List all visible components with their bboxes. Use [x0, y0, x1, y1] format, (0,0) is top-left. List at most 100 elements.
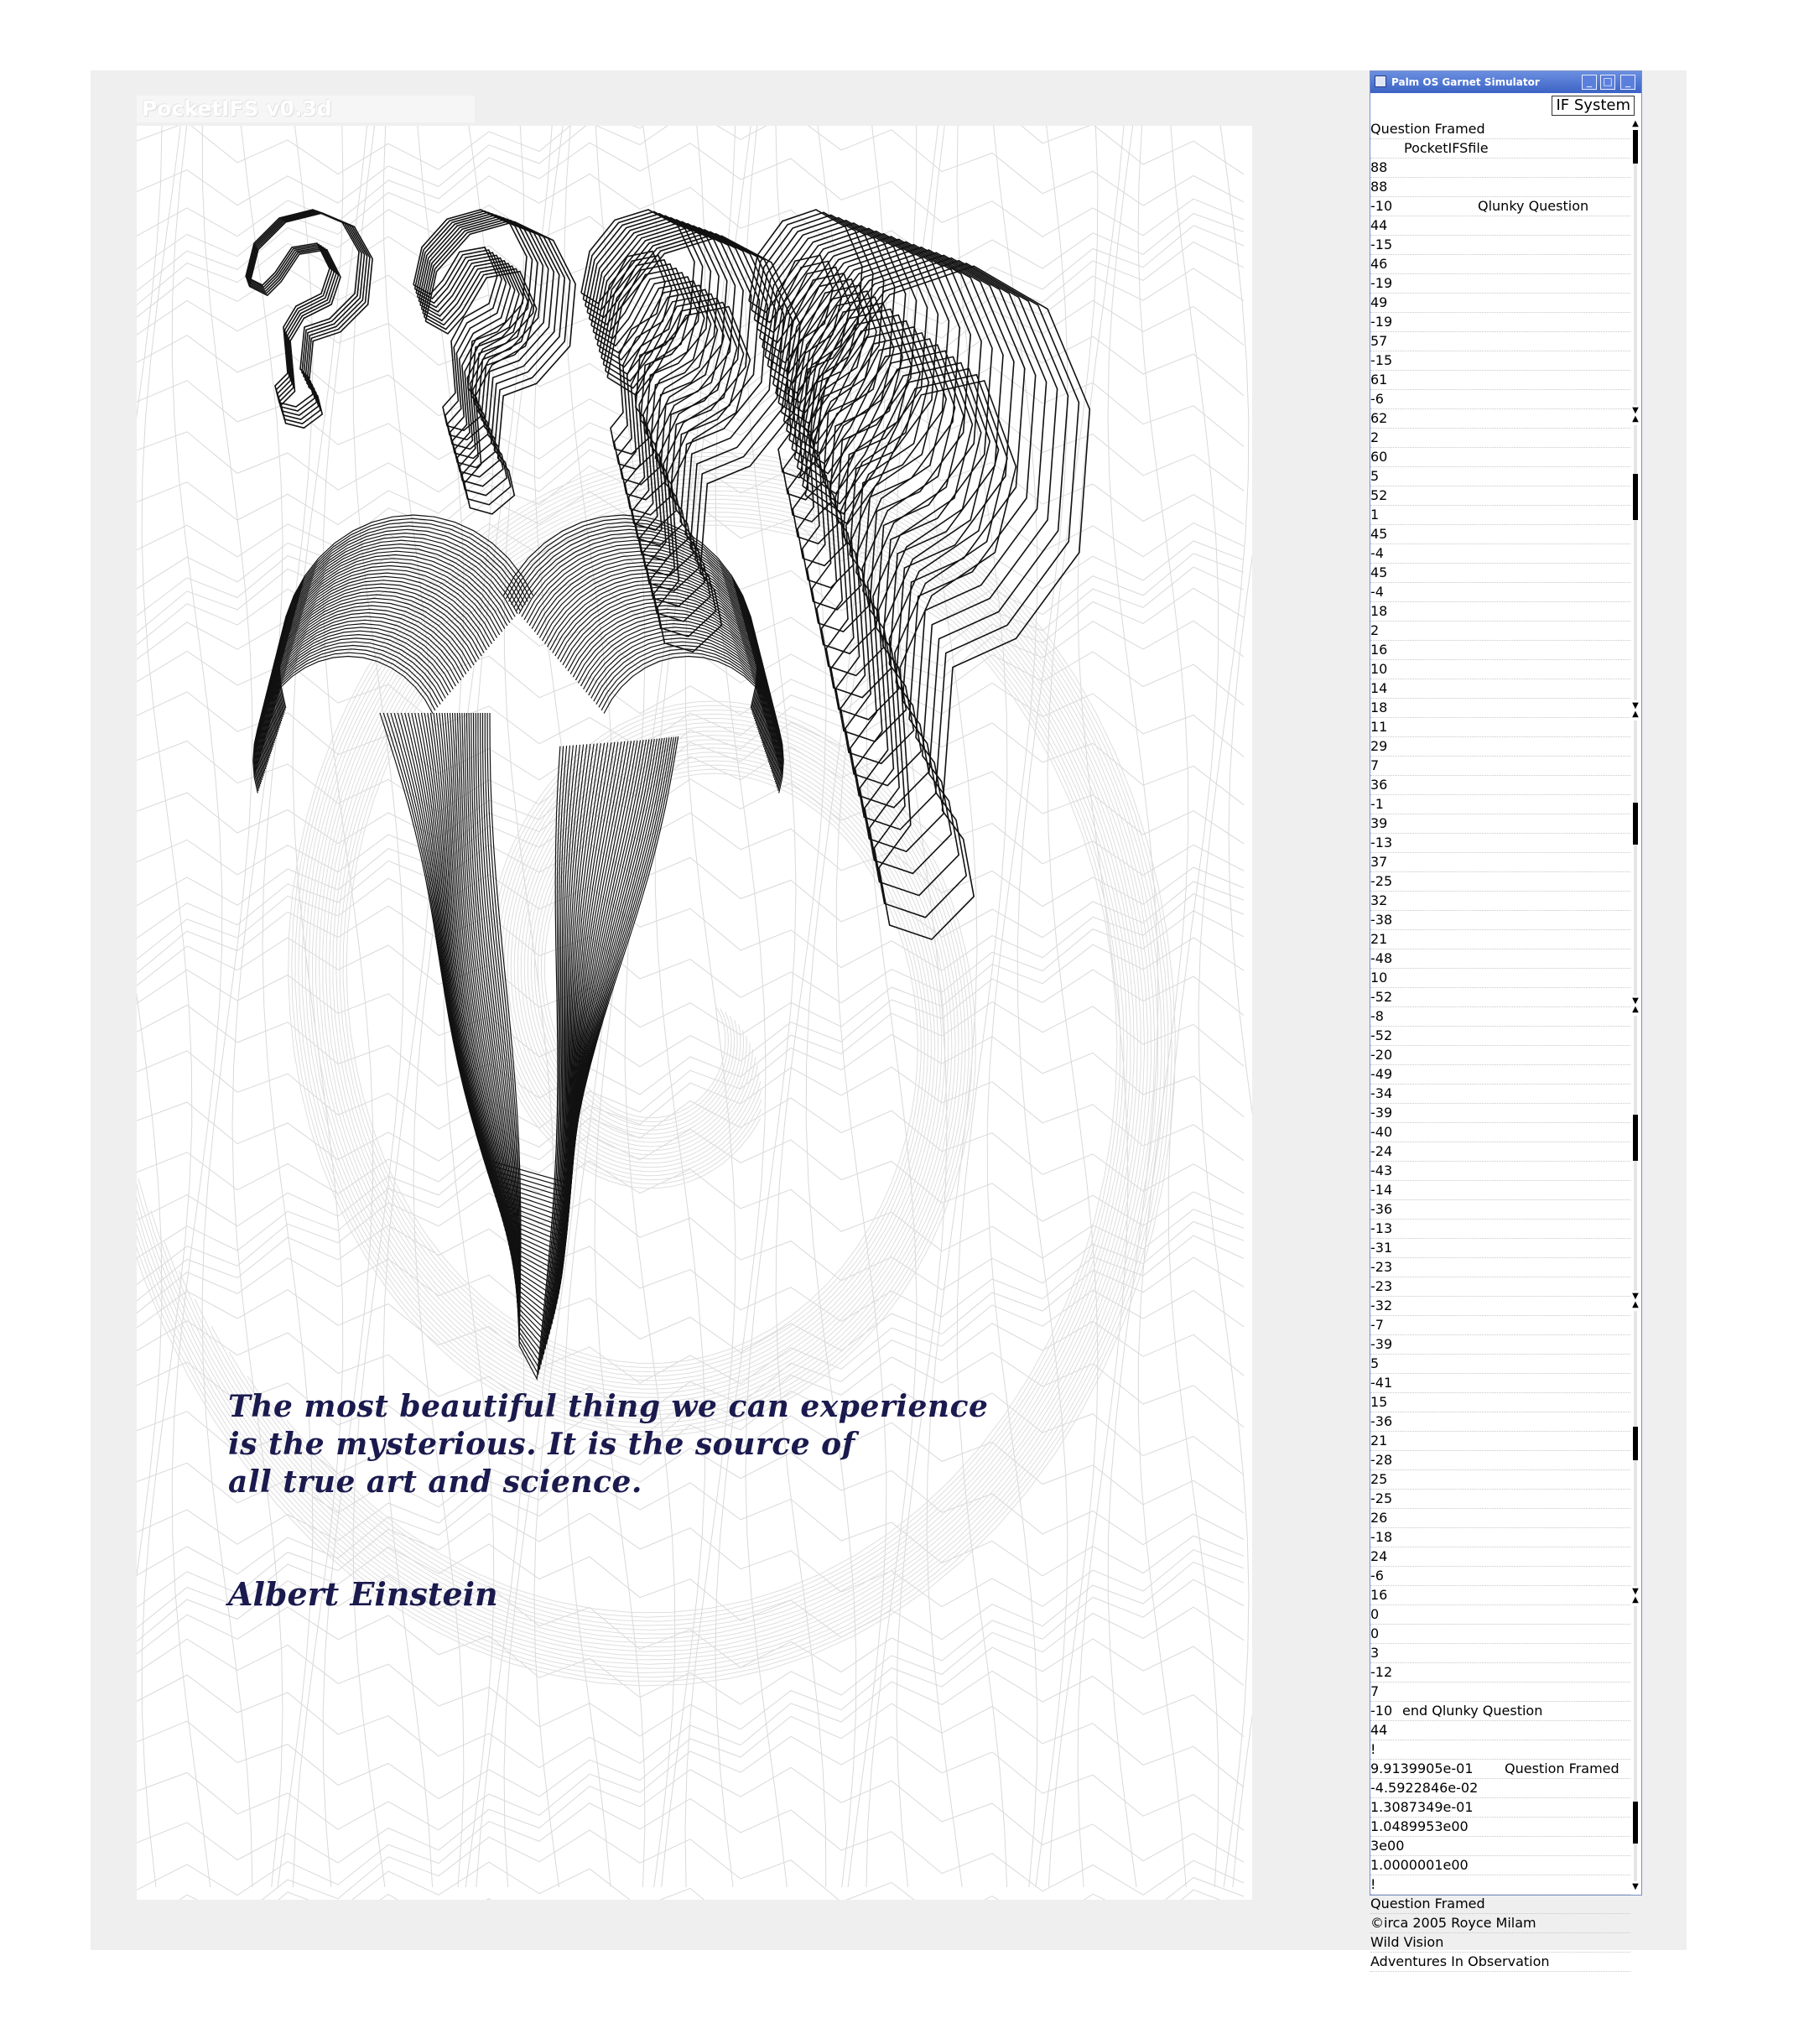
list-row[interactable]: 3	[1370, 1644, 1630, 1663]
scroll-down-icon[interactable]: ▼	[1632, 701, 1639, 710]
list-row[interactable]: 45	[1370, 564, 1630, 583]
list-row[interactable]: 18	[1370, 699, 1630, 718]
scrollbar-segment[interactable]: ▲ ▼	[1631, 1006, 1640, 1301]
ifs-file-listing[interactable]: Question Framed PocketIFSfile 88 88 -10 Qlunk…	[1370, 120, 1630, 1972]
list-row[interactable]: -20	[1370, 1046, 1630, 1065]
list-row[interactable]: 46	[1370, 255, 1630, 274]
scroll-thumb[interactable]	[1633, 474, 1638, 520]
scroll-up-icon[interactable]: ▲	[1632, 710, 1639, 719]
list-row[interactable]: -10 end Qlunky Question	[1370, 1702, 1630, 1721]
list-row[interactable]: PocketIFSfile	[1370, 139, 1630, 159]
list-row[interactable]: -19	[1370, 313, 1630, 332]
list-row[interactable]: 44	[1370, 1721, 1630, 1740]
scroll-down-icon[interactable]: ▼	[1632, 406, 1639, 415]
simulator-titlebar[interactable]: Palm OS Garnet Simulator _ □ _	[1370, 71, 1641, 93]
list-row[interactable]: 0	[1370, 1605, 1630, 1625]
list-row[interactable]: 45	[1370, 525, 1630, 544]
close-icon[interactable]: _	[1620, 75, 1635, 90]
list-row[interactable]: 10	[1370, 969, 1630, 988]
scroll-thumb[interactable]	[1633, 803, 1638, 845]
list-row[interactable]: 5	[1370, 1355, 1630, 1374]
scroll-track[interactable]	[1634, 425, 1637, 700]
list-row[interactable]: -13	[1370, 834, 1630, 853]
maximize-icon[interactable]: □	[1600, 75, 1615, 90]
list-row[interactable]: -52	[1370, 1027, 1630, 1046]
list-row[interactable]: -1	[1370, 795, 1630, 814]
list-row[interactable]: 57	[1370, 332, 1630, 351]
scroll-thumb[interactable]	[1633, 130, 1638, 164]
list-row[interactable]: 62	[1370, 409, 1630, 429]
list-row[interactable]: -52	[1370, 988, 1630, 1007]
list-row[interactable]: -41	[1370, 1374, 1630, 1393]
list-row[interactable]: -8	[1370, 1007, 1630, 1027]
list-row[interactable]: -25	[1370, 872, 1630, 892]
list-row[interactable]: 1.3087349e-01	[1370, 1798, 1630, 1818]
list-row[interactable]: -10 Qlunky Question	[1370, 197, 1630, 216]
list-row[interactable]: -25	[1370, 1490, 1630, 1509]
list-row[interactable]: 10	[1370, 660, 1630, 679]
list-row[interactable]: 1.0489953e00	[1370, 1818, 1630, 1837]
list-row[interactable]: -19	[1370, 274, 1630, 294]
list-row[interactable]: -6	[1370, 390, 1630, 409]
list-row[interactable]: 14	[1370, 679, 1630, 699]
scroll-thumb[interactable]	[1633, 1802, 1638, 1844]
list-row[interactable]: 7	[1370, 1683, 1630, 1702]
list-row[interactable]: 61	[1370, 371, 1630, 390]
list-row[interactable]: Wild Vision	[1370, 1933, 1630, 1953]
list-row[interactable]: -23	[1370, 1258, 1630, 1277]
list-row[interactable]: -39	[1370, 1335, 1630, 1355]
scroll-down-icon[interactable]: ▼	[1632, 1292, 1639, 1301]
scroll-down-icon[interactable]: ▼	[1632, 1587, 1639, 1596]
list-row[interactable]: 88	[1370, 159, 1630, 178]
scrollbar-segment[interactable]: ▲ ▼	[1631, 710, 1640, 1006]
list-row[interactable]: -24	[1370, 1142, 1630, 1162]
scroll-thumb[interactable]	[1633, 1115, 1638, 1161]
list-row[interactable]: -40	[1370, 1123, 1630, 1142]
list-row[interactable]: 60	[1370, 448, 1630, 467]
list-row[interactable]: 7	[1370, 757, 1630, 776]
list-row[interactable]: ©irca 2005 Royce Milam	[1370, 1914, 1630, 1933]
list-row[interactable]: -28	[1370, 1451, 1630, 1470]
list-row[interactable]: 1	[1370, 506, 1630, 525]
list-row[interactable]: -23	[1370, 1277, 1630, 1297]
list-row[interactable]: -34	[1370, 1084, 1630, 1104]
list-row[interactable]: 44	[1370, 216, 1630, 236]
scroll-thumb[interactable]	[1633, 1427, 1638, 1460]
list-row[interactable]: 39	[1370, 814, 1630, 834]
minimize-icon[interactable]: _	[1582, 75, 1597, 90]
list-row[interactable]: -43	[1370, 1162, 1630, 1181]
list-row[interactable]: -48	[1370, 949, 1630, 969]
list-scrollbar[interactable]: ▲ ▼ ▲ ▼ ▲ ▼ ▲ ▼ ▲ ▼ ▲ ▼	[1631, 120, 1640, 1891]
scroll-down-icon[interactable]: ▼	[1632, 1882, 1639, 1891]
list-row[interactable]: -39	[1370, 1104, 1630, 1123]
list-row[interactable]: 52	[1370, 486, 1630, 506]
scroll-up-icon[interactable]: ▲	[1632, 1300, 1639, 1309]
list-row[interactable]: 5	[1370, 467, 1630, 486]
scroll-track[interactable]	[1634, 720, 1637, 996]
list-row[interactable]: -4	[1370, 583, 1630, 602]
list-row[interactable]: 25	[1370, 1470, 1630, 1490]
list-row[interactable]: -49	[1370, 1065, 1630, 1084]
list-row[interactable]: -31	[1370, 1239, 1630, 1258]
list-row[interactable]: 21	[1370, 930, 1630, 949]
list-row[interactable]: -15	[1370, 351, 1630, 371]
scrollbar-segment[interactable]: ▲ ▼	[1631, 1301, 1640, 1596]
list-row[interactable]: 21	[1370, 1432, 1630, 1451]
scroll-down-icon[interactable]: ▼	[1632, 996, 1639, 1006]
pocketifs-canvas[interactable]	[137, 126, 1252, 1900]
list-row[interactable]: Question Framed	[1370, 1895, 1630, 1914]
list-row[interactable]: !	[1370, 1740, 1630, 1760]
list-row[interactable]: 15	[1370, 1393, 1630, 1412]
if-system-menu[interactable]: IF System	[1552, 96, 1635, 116]
list-row[interactable]: !	[1370, 1875, 1630, 1895]
list-row[interactable]: Question Framed	[1370, 120, 1630, 139]
list-row[interactable]: 9.9139905e-01 Question Framed	[1370, 1760, 1630, 1779]
list-row[interactable]: 0	[1370, 1625, 1630, 1644]
list-row[interactable]: -38	[1370, 911, 1630, 930]
list-row[interactable]: 29	[1370, 737, 1630, 757]
list-row[interactable]: 36	[1370, 776, 1630, 795]
scroll-up-icon[interactable]: ▲	[1632, 119, 1639, 128]
list-row[interactable]: 1.0000001e00	[1370, 1856, 1630, 1875]
list-row[interactable]: 3e00	[1370, 1837, 1630, 1856]
scroll-track[interactable]	[1634, 1606, 1637, 1881]
